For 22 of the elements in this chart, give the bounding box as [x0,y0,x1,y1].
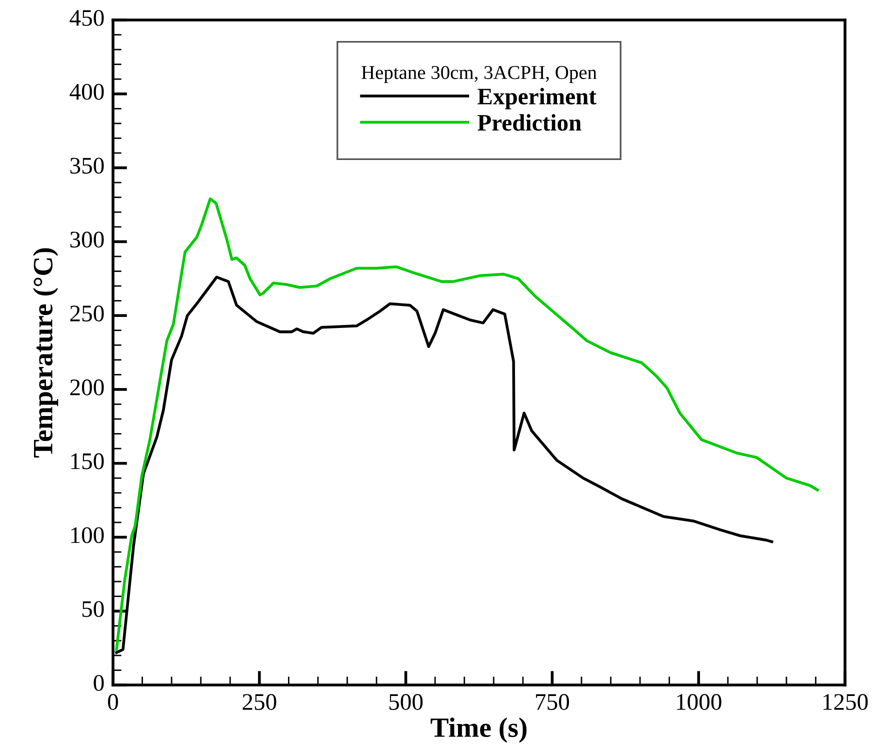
legend-label: Prediction [478,114,582,131]
x-tick-label: 0 [108,694,118,710]
y-tick-label: 300 [70,232,104,248]
y-tick-label: 0 [94,674,104,691]
y-tick-label: 400 [70,84,104,100]
legend-title: Heptane 30cm, 3ACPH, Open [362,66,597,84]
x-tick-label: 1250 [823,694,868,710]
line-series [115,197,819,651]
x-tick-label: 1000 [677,694,722,710]
y-tick-label: 150 [71,453,104,470]
y-tick-label: 350 [70,158,104,174]
x-axis-title: Time (s) [430,718,527,743]
x-tick-label: 250 [242,694,276,710]
y-tick-label: 250 [70,306,104,322]
y-tick-label: 100 [71,527,104,544]
y-tick-label: 50 [82,601,104,618]
y-axis-title: Temperature (°C) [32,248,58,458]
x-tick-label: 750 [536,694,570,710]
y-tick-label: 200 [70,379,104,396]
x-tick-label: 500 [389,694,423,710]
legend-label: Experiment [478,88,596,110]
y-tick-label: 450 [70,10,104,26]
